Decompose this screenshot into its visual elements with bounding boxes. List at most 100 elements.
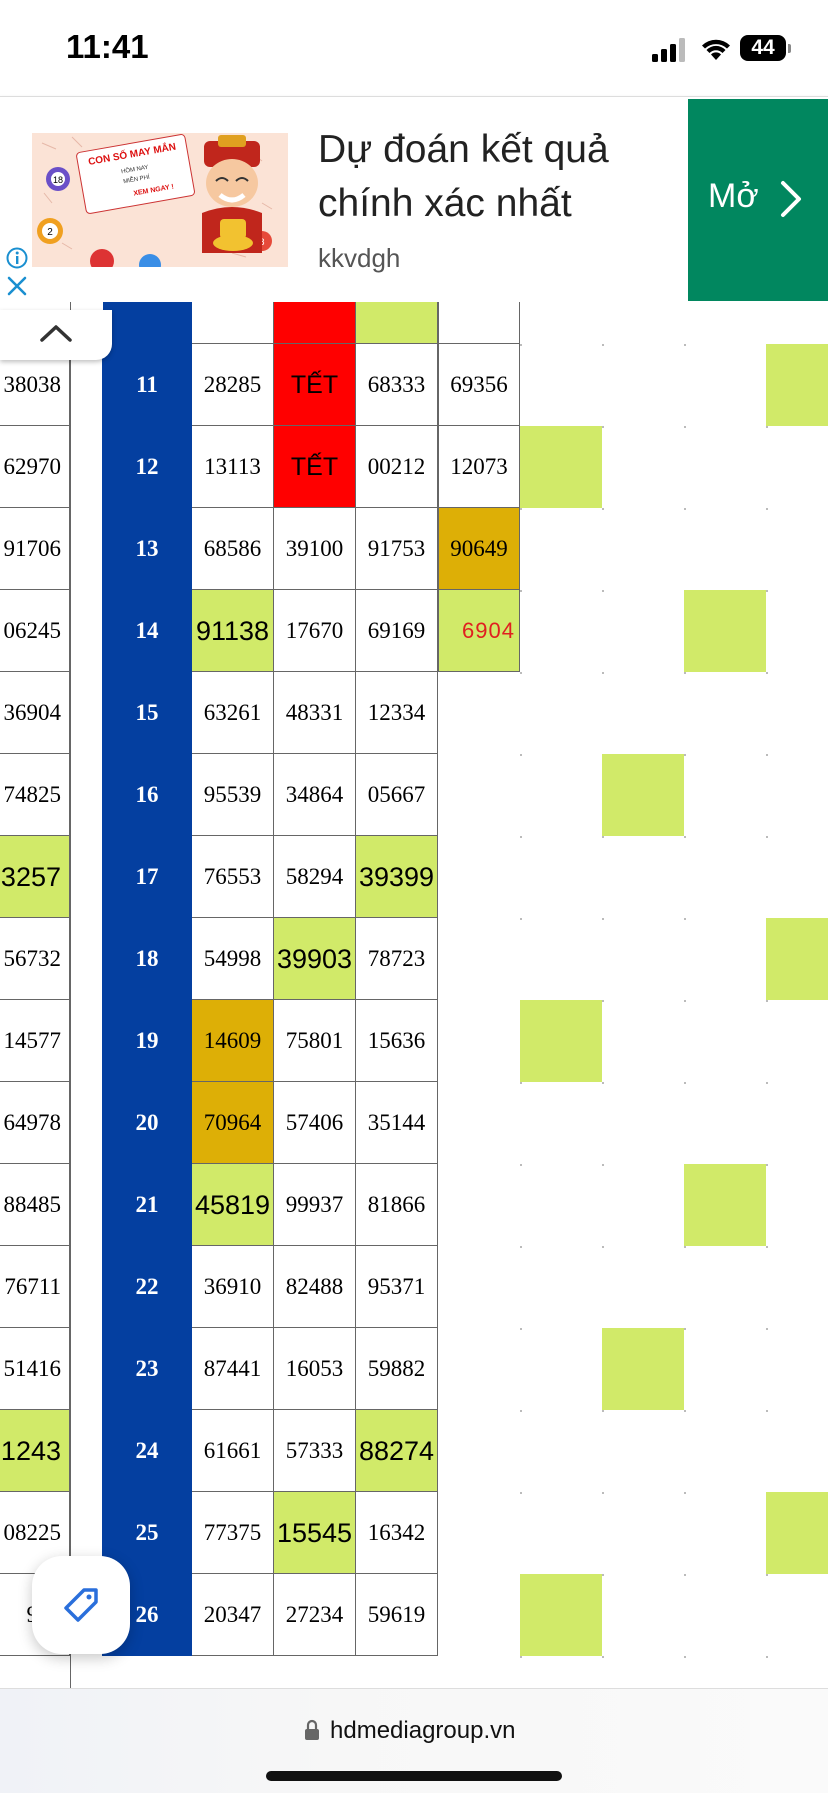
result-cell: 57333: [274, 1410, 356, 1492]
grid-dot: [520, 344, 522, 346]
grid-dot: [520, 1164, 522, 1166]
grid-dot: [766, 590, 768, 592]
result-cell: 59882: [356, 1328, 438, 1410]
browser-address-bar[interactable]: hdmediagroup.vn: [0, 1688, 828, 1793]
ad-headline[interactable]: Dự đoán kết quả chính xác nhất: [318, 128, 609, 225]
grid-dot: [520, 1082, 522, 1084]
result-cell: TẾT: [274, 344, 356, 426]
ad-banner[interactable]: CON SỐ MAY MẮN HÔM NAY MIỄN PHÍ XEM NGAY…: [0, 96, 828, 304]
day-cell: 22: [102, 1246, 192, 1328]
left-column-cell: 01243: [0, 1410, 70, 1492]
left-column-cell: 51416: [0, 1328, 70, 1410]
result-cell: 78723: [356, 918, 438, 1000]
result-cell: TẾT: [274, 426, 356, 508]
result-cell: 05667: [356, 754, 438, 836]
url-text[interactable]: hdmediagroup.vn: [330, 1717, 516, 1744]
grid-dot: [520, 1328, 522, 1330]
grid-dot: [684, 918, 686, 920]
day-cell: 20: [102, 1082, 192, 1164]
left-column-cell: 74825: [0, 754, 70, 836]
grid-dot: [684, 1328, 686, 1330]
left-column-cell: 36904: [0, 672, 70, 754]
pattern-square: [684, 590, 766, 672]
svg-text:18: 18: [53, 175, 63, 185]
result-cell: 75801: [274, 1000, 356, 1082]
pattern-square: [602, 754, 684, 836]
left-column-cell: 06245: [0, 590, 70, 672]
result-cell: 20347: [192, 1574, 274, 1656]
lock-icon: [305, 1719, 319, 1740]
result-cell: 45819: [192, 1164, 274, 1246]
result-cell: 81866: [356, 1164, 438, 1246]
grid-dot: [602, 1000, 604, 1002]
grid-dot: [684, 672, 686, 674]
pattern-square: [520, 1574, 602, 1656]
result-cell: 91138: [192, 590, 274, 672]
result-cell-stub: [438, 302, 520, 344]
grid-dot: [766, 1328, 768, 1330]
result-cell: 76553: [192, 836, 274, 918]
grid-dot: [766, 508, 768, 510]
ad-advertiser: kkvdgh: [318, 243, 401, 273]
grid-dot: [602, 918, 604, 920]
status-time: 11:41: [66, 28, 149, 65]
result-cell: 27234: [274, 1574, 356, 1656]
pattern-square: [602, 1328, 684, 1410]
grid-dot: [520, 836, 522, 838]
grid-dot: [520, 754, 522, 756]
result-cell: 57406: [274, 1082, 356, 1164]
result-cell: 00212: [356, 426, 438, 508]
grid-dot: [766, 426, 768, 428]
result-cell: 58294: [274, 836, 356, 918]
grid-dot: [766, 1246, 768, 1248]
result-cell: 68333: [356, 344, 438, 426]
grid-dot: [766, 1410, 768, 1412]
result-cell: 28285: [192, 344, 274, 426]
tag-icon: [64, 1588, 98, 1622]
ad-info-icon[interactable]: [6, 247, 28, 269]
cellular-signal-icon: [652, 38, 685, 62]
day-cell: 21: [102, 1164, 192, 1246]
battery-icon: 44: [740, 35, 791, 61]
grid-dot: [766, 836, 768, 838]
left-column-cell: 38038: [0, 344, 70, 426]
day-cell-stub: [102, 302, 192, 344]
grid-dot: [602, 1492, 604, 1494]
result-cell: 36910: [192, 1246, 274, 1328]
grid-dot: [766, 672, 768, 674]
day-cell: 13: [102, 508, 192, 590]
result-cell: 95539: [192, 754, 274, 836]
result-cell: 13113: [192, 426, 274, 508]
result-cell: 48331: [274, 672, 356, 754]
collapse-button[interactable]: [0, 310, 112, 360]
result-cell: 34864: [274, 754, 356, 836]
day-cell: 14: [102, 590, 192, 672]
result-cell: 16342: [356, 1492, 438, 1574]
battery-level: 44: [751, 36, 775, 59]
ad-image[interactable]: CON SỐ MAY MẮN HÔM NAY MIỄN PHÍ XEM NGAY…: [32, 133, 288, 267]
svg-text:MIỄN PHÍ: MIỄN PHÍ: [123, 174, 151, 186]
status-bar: 11:41 44: [0, 0, 828, 96]
svg-text:2: 2: [47, 227, 53, 238]
chevron-right-icon: [781, 181, 801, 217]
home-indicator: [266, 1771, 562, 1781]
grid-dot: [684, 344, 686, 346]
pattern-square: [766, 344, 828, 426]
grid-dot: [602, 590, 604, 592]
ad-open-button[interactable]: Mở: [688, 99, 828, 301]
result-cell: 69356: [438, 344, 520, 426]
result-cell: 17670: [274, 590, 356, 672]
grid-dot: [602, 836, 604, 838]
ad-open-label: Mở: [708, 177, 759, 215]
grid-dot: [684, 1246, 686, 1248]
grid-dot: [602, 1574, 604, 1576]
grid-dot: [766, 1656, 768, 1658]
grid-dot: [520, 672, 522, 674]
ad-close-icon[interactable]: [6, 275, 28, 297]
grid-dot: [766, 1082, 768, 1084]
tag-button[interactable]: [32, 1556, 130, 1654]
grid-dot: [602, 1656, 604, 1658]
grid-dot: [684, 508, 686, 510]
column-divider: [70, 302, 103, 1688]
wifi-icon: [702, 39, 730, 60]
